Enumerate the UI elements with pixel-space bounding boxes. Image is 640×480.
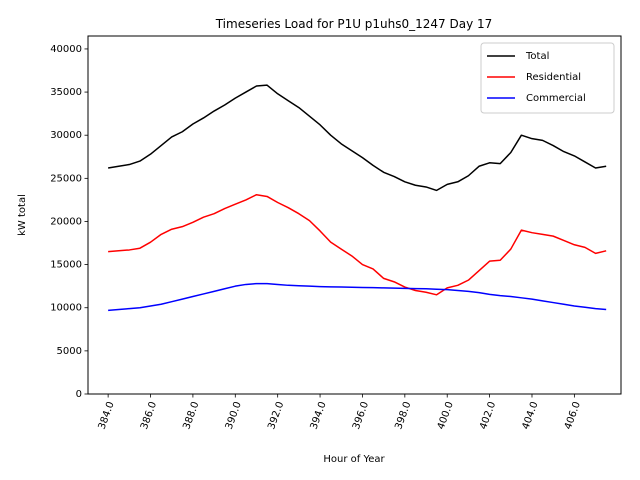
legend-box bbox=[480, 42, 615, 114]
legend-label-commercial: Commercial bbox=[526, 93, 586, 104]
plot-frame bbox=[87, 35, 622, 395]
legend-label-total: Total bbox=[525, 51, 549, 62]
y-axis: 0 5000 10000 15000 20000 25000 30000 35000 40000 bbox=[50, 44, 88, 400]
legend: Total Residential Commercial bbox=[480, 42, 615, 114]
x-axis-label: Hour of Year bbox=[323, 454, 385, 465]
series-line-commercial bbox=[108, 282, 607, 312]
series-line-total bbox=[108, 84, 607, 192]
y-tick-label: 0 bbox=[76, 389, 82, 400]
series-line-residential bbox=[108, 193, 607, 296]
chart-title: Timeseries Load for P1U p1uhs0_1247 Day … bbox=[215, 17, 493, 31]
legend-label-residential: Residential bbox=[526, 72, 581, 83]
y-tick-label: 5000 bbox=[57, 346, 82, 357]
y-tick-label: 40000 bbox=[50, 44, 82, 55]
y-tick-label: 25000 bbox=[50, 173, 82, 184]
y-tick-label: 15000 bbox=[50, 260, 82, 271]
y-axis-label: kW total bbox=[17, 194, 28, 236]
plot-lines bbox=[108, 84, 607, 312]
y-tick-label: 30000 bbox=[50, 130, 82, 141]
y-tick-label: 20000 bbox=[50, 216, 82, 227]
y-tick-label: 10000 bbox=[50, 303, 82, 314]
y-tick-label: 35000 bbox=[50, 87, 82, 98]
